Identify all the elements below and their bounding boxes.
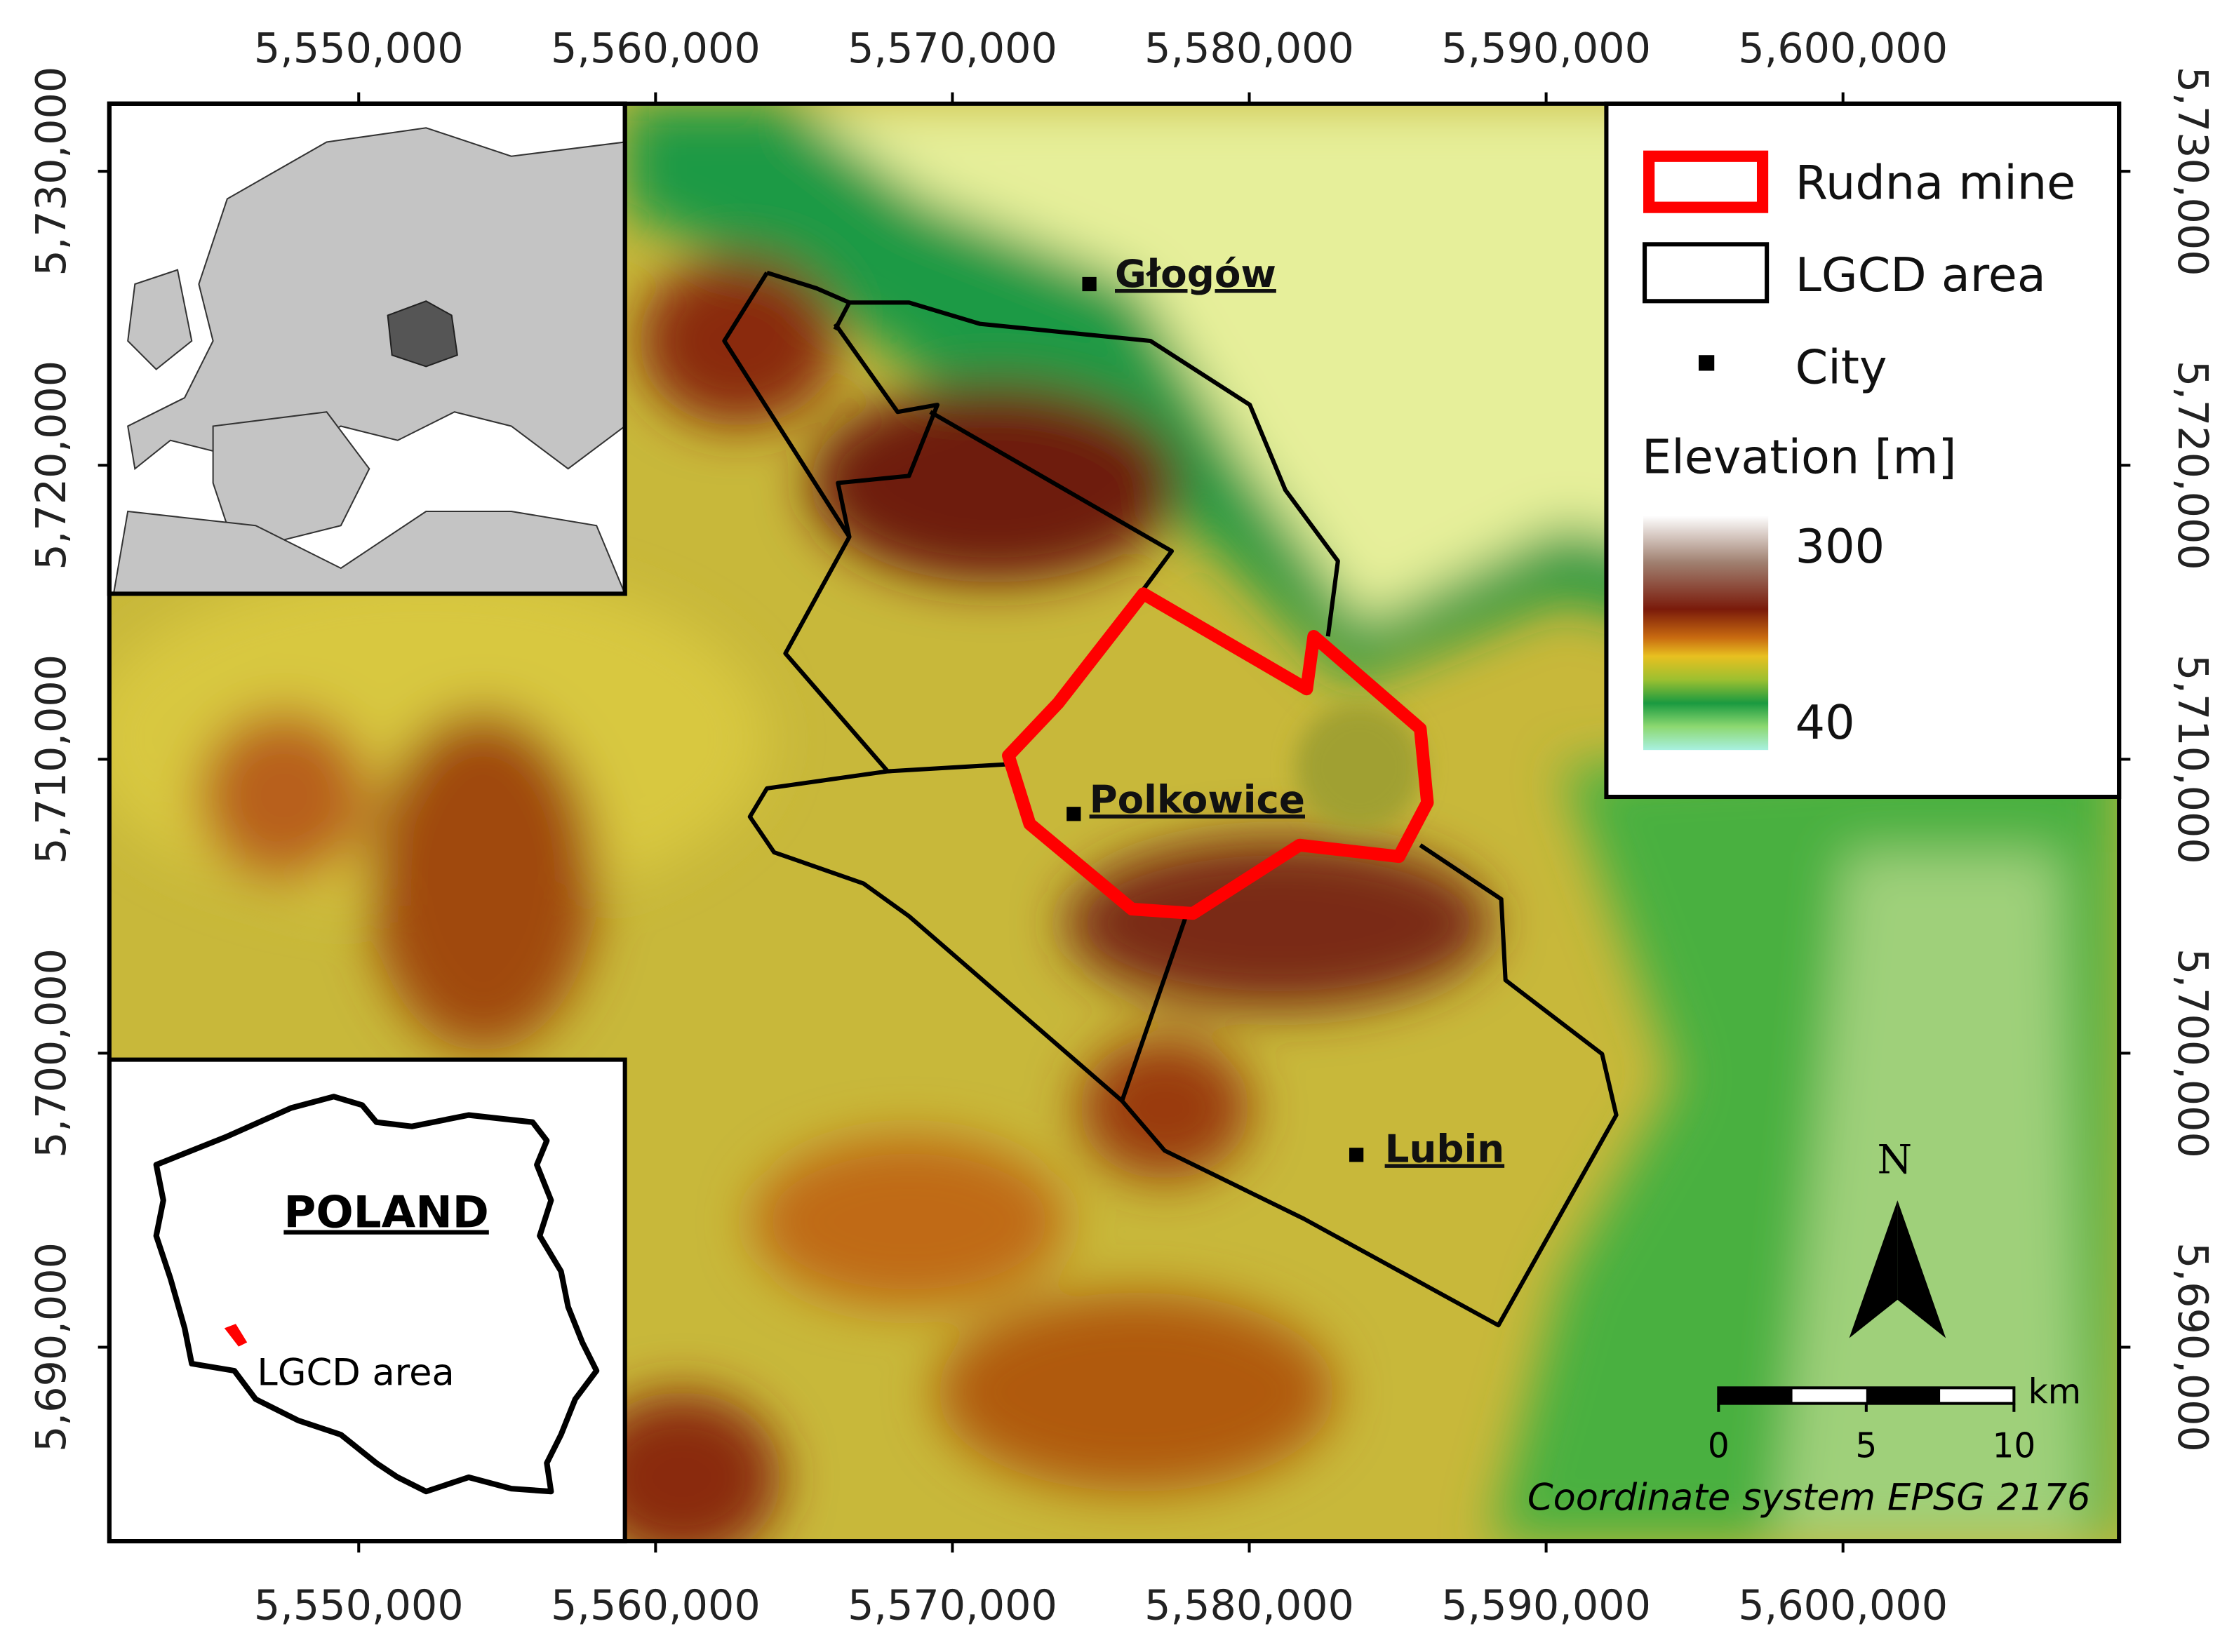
x-tick-label: 5,600,000: [1738, 25, 1948, 72]
scale-tick-label: 10: [1992, 1427, 2035, 1466]
y-tick-label: 5,720,000: [27, 361, 75, 570]
y-tick-label: 5,700,000: [27, 948, 75, 1158]
legend-swatch: [1643, 150, 1769, 213]
lgcd-area: [722, 270, 1619, 1328]
city-label: Lubin: [1385, 1126, 1504, 1171]
x-tick-label: 5,590,000: [1441, 1581, 1651, 1629]
crs-note: Coordinate system EPSG 2176: [1527, 1476, 2091, 1519]
elevation-max: 300: [1795, 519, 1885, 574]
scale-unit: km: [2028, 1373, 2081, 1412]
y-tick-label: 5,720,000: [2169, 361, 2216, 570]
city-marker: [1349, 1148, 1364, 1162]
x-tick-label: 5,580,000: [1144, 1581, 1354, 1629]
x-tick-label: 5,590,000: [1441, 25, 1651, 72]
elevation-ramp: [1643, 516, 1769, 751]
inset-area-label: LGCD area: [257, 1351, 454, 1394]
scale-tick-label: 5: [1855, 1427, 1877, 1466]
y-tick-label: 5,730,000: [2169, 67, 2216, 276]
x-tick-label: 5,600,000: [1738, 1581, 1948, 1629]
y-tick-label: 5,700,000: [2169, 948, 2216, 1158]
legend-swatch: [1698, 355, 1715, 371]
legend: Rudna mine LGCD area City Elevation [m] …: [1604, 101, 2122, 800]
elevation-min: 40: [1795, 695, 1855, 750]
scale-tick-label: 0: [1708, 1427, 1730, 1466]
city-marker: [1066, 807, 1081, 821]
rudna-mine: [1002, 587, 1434, 920]
map-frame: [107, 101, 2122, 1544]
y-tick-label: 5,690,000: [2169, 1242, 2216, 1452]
x-tick-label: 5,550,000: [254, 25, 464, 72]
x-tick-label: 5,550,000: [254, 1581, 464, 1629]
north-label: N: [1878, 1137, 1913, 1183]
inset-country: POLAND: [283, 1187, 488, 1238]
x-tick-label: 5,580,000: [1144, 25, 1354, 72]
y-tick-label: 5,710,000: [2169, 654, 2216, 864]
x-tick-label: 5,570,000: [848, 1581, 1057, 1629]
legend-label: City: [1795, 340, 1887, 395]
scale-bar: km 0 5 10: [1708, 1373, 2081, 1466]
y-tick-label: 5,710,000: [27, 654, 75, 864]
legend-label: LGCD area: [1795, 248, 2046, 302]
y-tick-label: 5,730,000: [27, 67, 75, 276]
city-label: Polkowice: [1090, 777, 1305, 821]
x-tick-label: 5,560,000: [551, 1581, 761, 1629]
poland-inset: POLAND LGCD area: [107, 1057, 627, 1544]
city-label: Głogów: [1115, 251, 1276, 296]
x-tick-label: 5,560,000: [551, 25, 761, 72]
legend-swatch: [1643, 242, 1770, 304]
y-tick-label: 5,690,000: [27, 1242, 75, 1452]
legend-label: Rudna mine: [1795, 155, 2076, 210]
x-tick-label: 5,570,000: [848, 25, 1057, 72]
legend-title: Elevation [m]: [1642, 429, 1957, 484]
city-marker: [1082, 276, 1097, 292]
europe-inset: [107, 101, 627, 596]
